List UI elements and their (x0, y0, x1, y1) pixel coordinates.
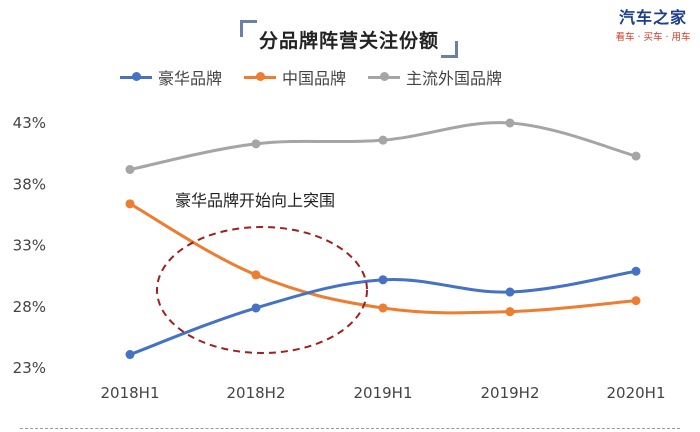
brand-logo: 汽车之家 看车 · 买车 · 用车 (608, 4, 698, 43)
data-point-luxury (631, 266, 641, 276)
legend-item-mainstream-foreign: 主流外国品牌 (368, 65, 502, 89)
data-point-chinese (631, 296, 641, 306)
y-tick-label: 28% (13, 298, 46, 316)
data-point-mainstream-foreign (505, 118, 515, 128)
brand-name: 汽车之家 (618, 8, 687, 27)
data-point-chinese (251, 270, 261, 280)
data-point-mainstream-foreign (251, 139, 261, 149)
legend-label-mainstream-foreign: 主流外国品牌 (406, 69, 503, 88)
data-point-chinese (378, 303, 388, 313)
series-line-mainstream-foreign (128, 121, 638, 172)
x-tick-label: 2019H2 (481, 384, 540, 402)
legend-item-chinese: 中国品牌 (244, 65, 346, 89)
legend-label-chinese: 中国品牌 (282, 69, 347, 88)
title-frame-corner-bottom-right (441, 41, 458, 58)
data-point-mainstream-foreign (631, 151, 641, 161)
legend-swatch-chinese (244, 72, 277, 81)
annotation-ellipse (156, 226, 368, 354)
y-tick-label: 33% (13, 237, 46, 255)
data-point-mainstream-foreign (125, 165, 135, 175)
data-point-luxury (125, 350, 135, 360)
bottom-divider (20, 428, 680, 429)
chart-title-frame: 分品牌阵营关注份额 (240, 20, 458, 58)
legend-swatch-mainstream-foreign (368, 72, 401, 81)
data-point-chinese (505, 307, 515, 317)
brand-slogan: 看车 · 买车 · 用车 (615, 32, 691, 43)
annotation-text: 豪华品牌开始向上突围 (175, 191, 335, 210)
data-point-luxury (251, 303, 261, 313)
data-point-mainstream-foreign (378, 135, 388, 145)
x-tick-label: 2020H1 (607, 384, 666, 402)
y-tick-label: 43% (13, 114, 46, 132)
series-line-chinese (128, 202, 638, 315)
data-point-luxury (505, 287, 515, 297)
chart-legend: 豪华品牌 中国品牌 主流外国品牌 (120, 65, 524, 89)
x-tick-label: 2019H1 (354, 384, 413, 402)
x-tick-label: 2018H1 (101, 384, 160, 402)
chart-title: 分品牌阵营关注份额 (258, 30, 439, 52)
data-point-chinese (125, 199, 135, 209)
x-tick-label: 2018H2 (227, 384, 286, 402)
legend-item-luxury: 豪华品牌 (120, 65, 222, 89)
data-point-luxury (378, 275, 388, 285)
y-tick-label: 23% (13, 359, 46, 377)
y-tick-label: 38% (13, 175, 46, 193)
legend-label-luxury: 豪华品牌 (158, 69, 223, 88)
legend-swatch-luxury (120, 72, 152, 81)
title-frame-corner-top-left (240, 20, 257, 37)
